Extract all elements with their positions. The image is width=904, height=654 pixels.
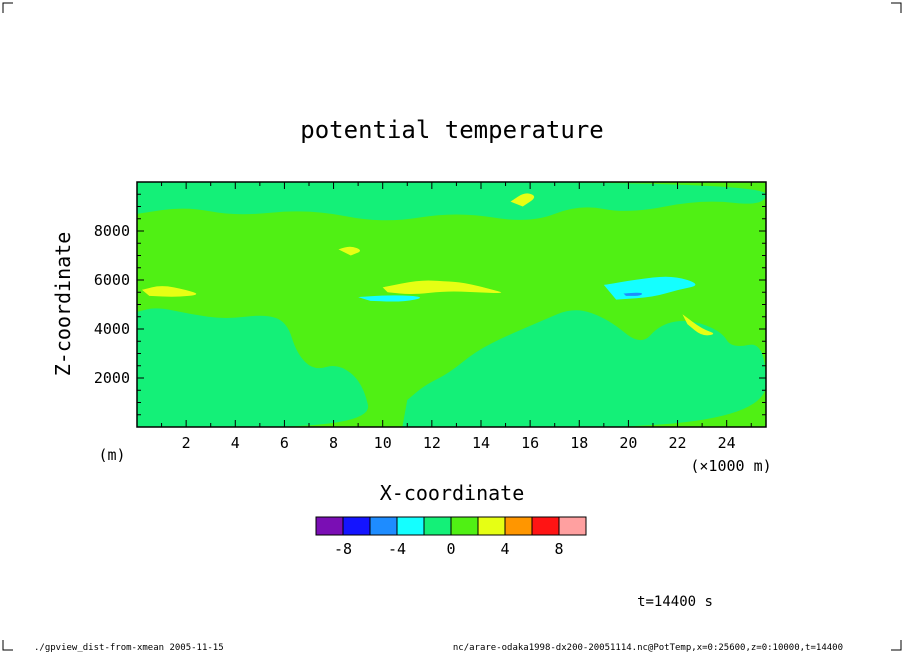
- x-tick-labels: 2 4 6 8 10 12 14 16 18 20 22 24: [182, 434, 736, 452]
- contour-region-6: [338, 246, 360, 256]
- colorbar-labels: -8 -4 0 4 8: [334, 540, 564, 558]
- colorbar-swatch: [531, 516, 560, 536]
- colorbar-swatch: [423, 516, 452, 536]
- colorbar-label: 0: [446, 540, 455, 558]
- x-tick-label: 14: [472, 434, 490, 452]
- colorbar-swatch: [342, 516, 371, 536]
- x-tick-label: 2: [182, 434, 191, 452]
- x-axis-label: X-coordinate: [380, 481, 525, 505]
- axis-ticks: [137, 182, 766, 427]
- chart-title: potential temperature: [300, 116, 603, 144]
- x-tick-label: 18: [570, 434, 588, 452]
- colorbar-label: 4: [500, 540, 509, 558]
- colorbar-swatch: [477, 516, 506, 536]
- x-tick-label: 22: [669, 434, 687, 452]
- x-tick-label: 20: [619, 434, 637, 452]
- time-label: t=14400 s: [637, 594, 713, 610]
- y-tick-label: 8000: [94, 222, 130, 240]
- contour-region-1: [137, 182, 766, 221]
- x-tick-label: 10: [374, 434, 392, 452]
- y-tick-label: 2000: [94, 369, 130, 387]
- y-axis-label: Z-coordinate: [51, 232, 75, 377]
- contour-region-5: [382, 280, 502, 294]
- contour-region-8: [682, 314, 714, 336]
- colorbar-swatch: [315, 516, 344, 536]
- y-tick-label: 4000: [94, 320, 130, 338]
- colorbar: [315, 516, 587, 536]
- y-tick-label: 6000: [94, 271, 130, 289]
- contour-region-11: [623, 292, 643, 296]
- colorbar-label: 8: [554, 540, 563, 558]
- colorbar-swatch: [450, 516, 479, 536]
- contour-region-3: [402, 310, 766, 427]
- x-unit-label: (m): [98, 446, 125, 464]
- colorbar-swatch: [369, 516, 398, 536]
- colorbar-swatch: [504, 516, 533, 536]
- x-tick-label: 4: [231, 434, 240, 452]
- footer-left-text: ./gpview_dist-from-xmean 2005-11-15: [34, 643, 224, 653]
- colorbar-swatch: [558, 516, 587, 536]
- plot-area: [137, 182, 766, 427]
- x-tick-label: 8: [329, 434, 338, 452]
- contour-region-2: [137, 308, 369, 427]
- colorbar-label: -4: [388, 540, 406, 558]
- contour-region-4: [141, 286, 197, 297]
- x-tick-label: 24: [718, 434, 736, 452]
- y-tick-labels: 2000 4000 6000 8000: [94, 222, 130, 387]
- contour-region-9: [358, 295, 420, 302]
- x-tick-label: 6: [280, 434, 289, 452]
- footer-right-text: nc/arare-odaka1998-dx200-20051114.nc@Pot…: [453, 643, 843, 653]
- x-scale-label: (×1000 m): [690, 457, 771, 475]
- contour-region-7: [510, 193, 535, 207]
- x-tick-label: 16: [521, 434, 539, 452]
- colorbar-swatch: [396, 516, 425, 536]
- x-tick-label: 12: [423, 434, 441, 452]
- colorbar-label: -8: [334, 540, 352, 558]
